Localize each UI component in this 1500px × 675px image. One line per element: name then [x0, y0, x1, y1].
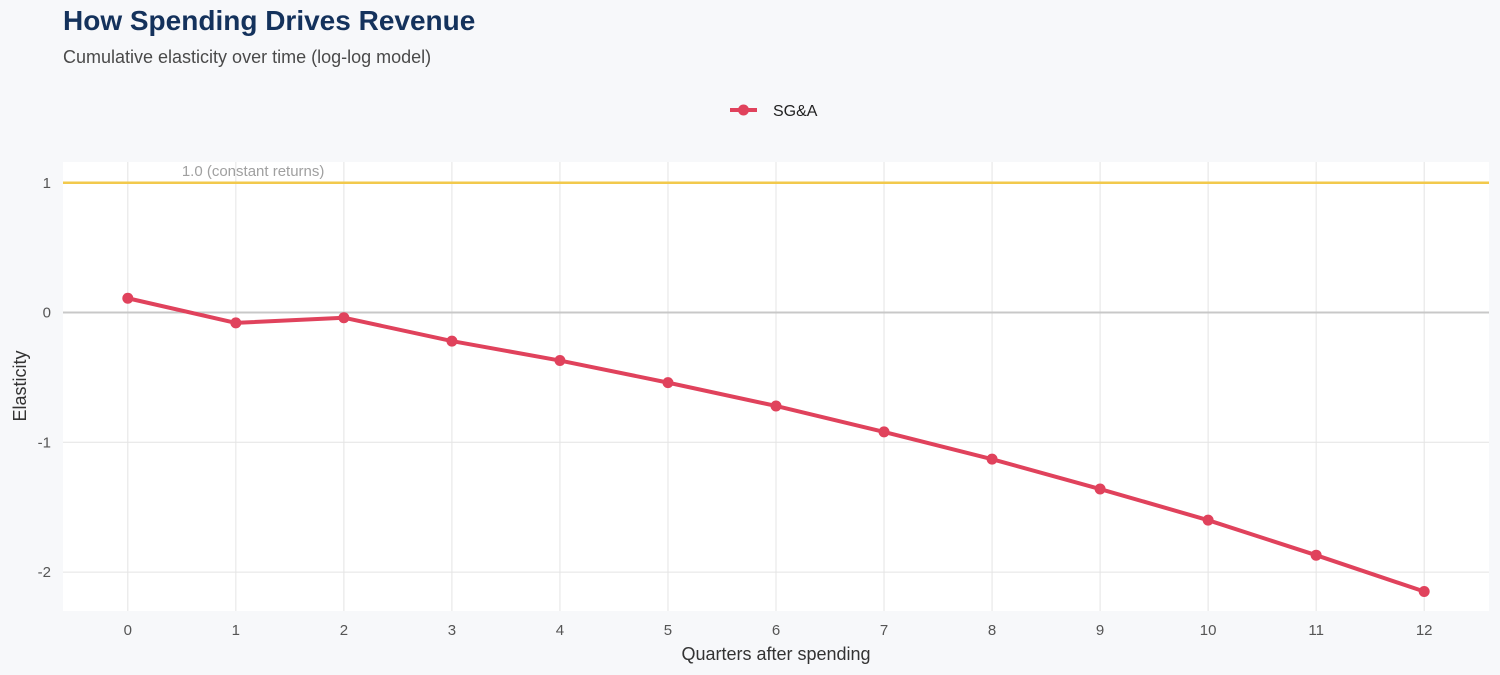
- data-point-q9: [1094, 483, 1106, 495]
- x-tick-labels: 0 1 2 3 4 5 6 7 8 9 10 11 12: [124, 622, 1433, 639]
- y-axis-title: Elasticity: [10, 350, 30, 421]
- reference-lines: [63, 181, 1489, 314]
- x-tick-label-5: 5: [664, 622, 672, 639]
- data-point-q5: [662, 377, 674, 389]
- x-tick-label-8: 8: [988, 622, 996, 639]
- x-tick-label-6: 6: [772, 622, 780, 639]
- chart-title: How Spending Drives Revenue: [63, 5, 476, 36]
- y-tick-labels: 1 0 -1 -2: [38, 175, 51, 581]
- series-layer: [122, 292, 1430, 598]
- x-tick-label-12: 12: [1416, 622, 1433, 639]
- y-tick-label-1: 1: [43, 175, 51, 192]
- data-point-q7: [878, 426, 890, 438]
- x-axis-title: Quarters after spending: [681, 644, 870, 664]
- x-gridlines: [127, 162, 1425, 611]
- x-tick-label-2: 2: [340, 622, 348, 639]
- x-tick-label-7: 7: [880, 622, 888, 639]
- chart-subtitle: Cumulative elasticity over time (log-log…: [63, 47, 432, 67]
- x-tick-label-10: 10: [1200, 622, 1217, 639]
- x-tick-label-1: 1: [232, 622, 240, 639]
- x-tick-label-0: 0: [124, 622, 132, 639]
- data-point-q6: [770, 400, 782, 412]
- reference-line-label: 1.0 (constant returns): [182, 163, 325, 180]
- data-point-q11: [1310, 549, 1322, 561]
- data-point-q10: [1202, 514, 1214, 526]
- data-point-q12: [1418, 586, 1430, 598]
- y-tick-label--2: -2: [38, 564, 51, 581]
- y-tick-label--1: -1: [38, 434, 51, 451]
- data-point-q0: [122, 292, 134, 304]
- data-point-q1: [230, 317, 242, 329]
- legend-label-sga: SG&A: [773, 103, 818, 120]
- legend: SG&A: [730, 103, 818, 120]
- x-tick-label-3: 3: [448, 622, 456, 639]
- data-point-q2: [338, 312, 350, 324]
- x-tick-label-4: 4: [556, 622, 564, 639]
- data-point-q8: [986, 453, 998, 465]
- x-tick-label-9: 9: [1096, 622, 1104, 639]
- legend-swatch-marker: [738, 104, 749, 116]
- data-point-q3: [446, 335, 458, 347]
- y-tick-label-0: 0: [43, 305, 51, 322]
- x-tick-label-11: 11: [1308, 622, 1324, 639]
- data-point-q4: [554, 355, 566, 367]
